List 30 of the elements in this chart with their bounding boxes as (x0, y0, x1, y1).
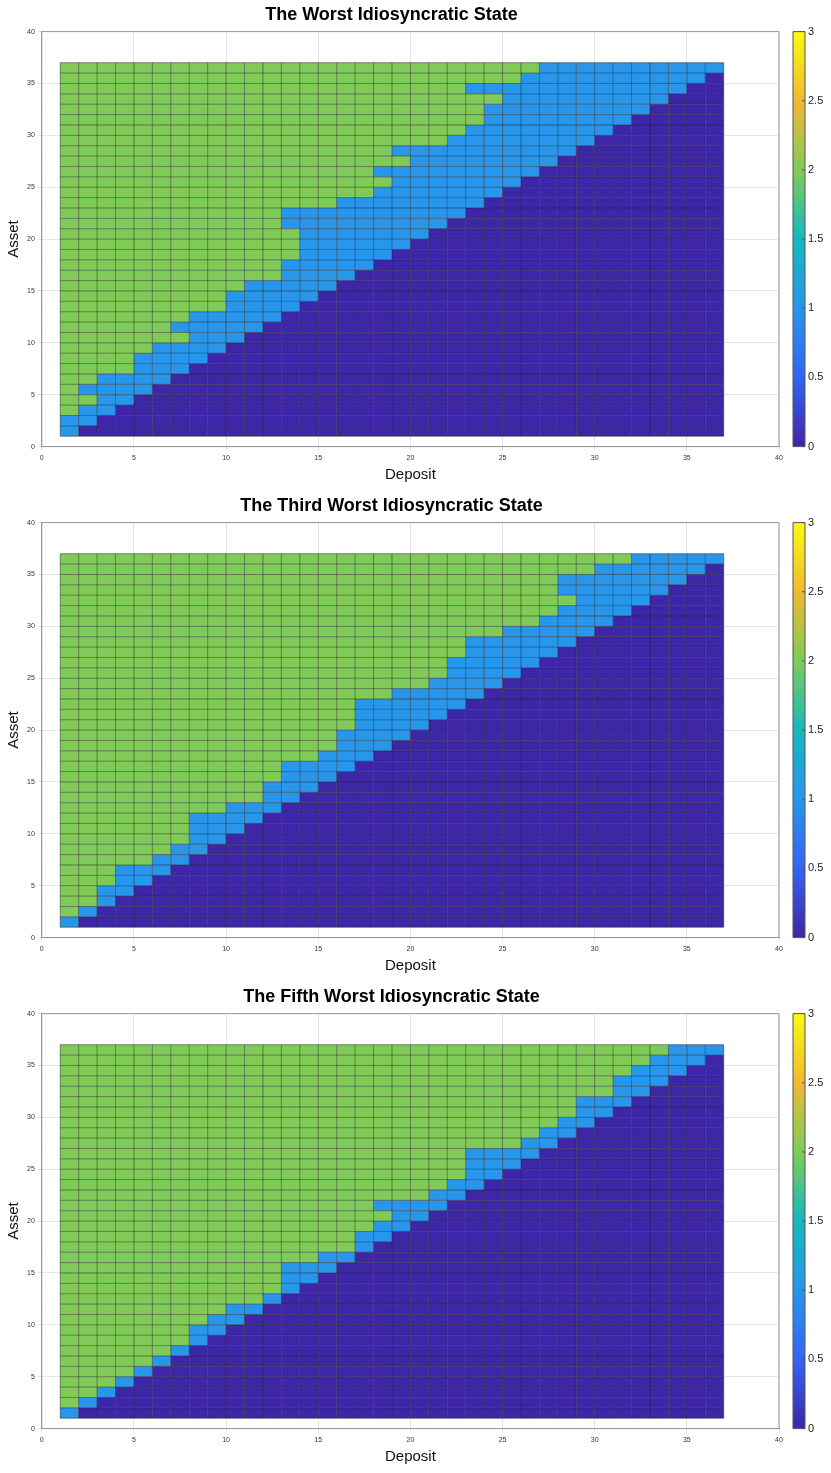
color-bar-label: 0.5 (808, 1352, 824, 1365)
y-axis-title: Asset (4, 710, 22, 749)
x-axis-title: Deposit (384, 1447, 437, 1465)
color-bar-label: 1 (808, 301, 815, 314)
chart-title: The Third Worst Idiosyncratic State (240, 494, 543, 515)
color-bar-label: 3 (808, 24, 815, 37)
color-bar-label: 3 (808, 515, 815, 528)
color-bar-label: 0 (808, 930, 815, 943)
y-axis-title: Asset (4, 219, 22, 258)
color-bar-label: 2.5 (808, 93, 824, 106)
color-bar-label: 1 (808, 792, 815, 805)
color-bar-label: 2.5 (808, 1075, 824, 1088)
color-bar-label: 2 (808, 1144, 815, 1157)
y-axis-title: Asset (4, 1201, 22, 1240)
chart-title: The Fifth Worst Idiosyncratic State (243, 985, 540, 1006)
chart-title: The Worst Idiosyncratic State (265, 3, 518, 24)
color-bar-label: 1 (808, 1283, 815, 1296)
x-axis-title: Deposit (384, 956, 437, 974)
color-bar-label: 1.5 (808, 1214, 824, 1227)
color-bar-label: 0 (808, 1421, 815, 1434)
color-bar-label: 2.5 (808, 584, 824, 597)
color-bar-label: 2 (808, 653, 815, 666)
color-bar-label: 2 (808, 162, 815, 175)
color-bar-label: 1.5 (808, 232, 824, 245)
color-bar-label: 0 (808, 439, 815, 452)
color-bar-label: 0.5 (808, 861, 824, 874)
color-bar-label: 3 (808, 1006, 815, 1019)
color-bar-label: 0.5 (808, 370, 824, 383)
x-axis-title: Deposit (384, 465, 437, 483)
color-bar-label: 1.5 (808, 723, 824, 736)
